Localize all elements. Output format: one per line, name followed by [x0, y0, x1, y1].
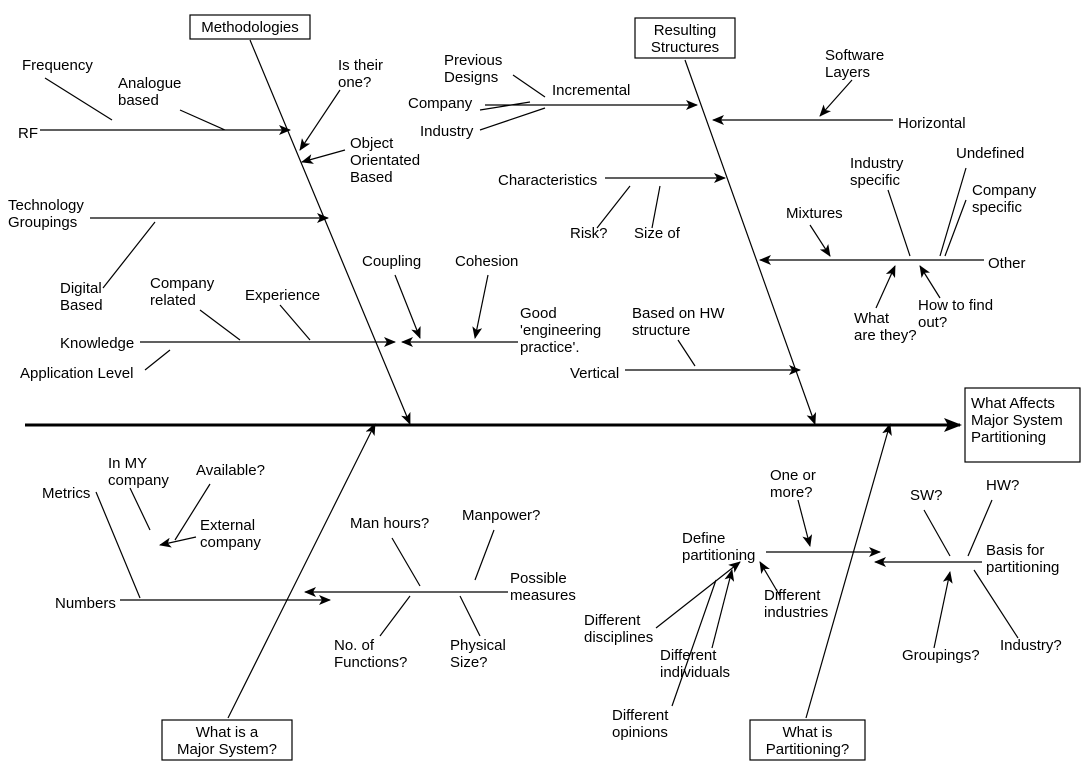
bone-42	[392, 538, 420, 586]
label-vertical: Vertical	[570, 365, 619, 382]
bone-3	[806, 424, 890, 718]
label-good_engineering_practice: Good'engineeringpractice'.	[520, 305, 601, 356]
bone-43	[475, 530, 494, 580]
bone-31	[888, 190, 910, 256]
bone-47	[798, 500, 810, 546]
label-application_level: Application Level	[20, 365, 133, 382]
label-horizontal: Horizontal	[898, 115, 966, 132]
bone-21	[480, 108, 545, 130]
label-what_are_they: Whatare they?	[854, 310, 917, 344]
label-other: Other	[988, 255, 1026, 272]
bone-19	[513, 75, 545, 97]
label-risk: Risk?	[570, 225, 608, 242]
spine-layer: What AffectsMajor SystemPartitioning	[25, 388, 1080, 462]
label-mixtures: Mixtures	[786, 205, 843, 222]
bone-37	[130, 488, 150, 530]
label-size_of: Size of	[634, 225, 681, 242]
label-company_related: Companyrelated	[150, 275, 215, 309]
labels-layer: Frequency Analoguebased RF Is theirone? Obje…	[8, 47, 1062, 741]
bone-35	[920, 266, 940, 298]
bone-39	[160, 537, 196, 545]
label-no_of_functions: No. ofFunctions?	[334, 637, 407, 671]
label-digital_based: DigitalBased	[60, 280, 103, 314]
label-metrics: Metrics	[42, 485, 90, 502]
label-experience: Experience	[245, 287, 320, 304]
label-coupling: Coupling	[362, 253, 421, 270]
bone-12	[200, 310, 240, 340]
bone-28	[820, 80, 852, 116]
label-rf: RF	[18, 125, 38, 142]
bones-layer	[40, 40, 1018, 718]
bone-44	[380, 596, 410, 636]
bone-36	[96, 492, 140, 598]
bone-53	[924, 510, 950, 556]
label-technology_groupings: TechnologyGroupings	[8, 197, 84, 231]
label-company_specific: Companyspecific	[972, 182, 1037, 216]
bone-5	[45, 78, 112, 120]
label-hw: HW?	[986, 477, 1019, 494]
label-define_partitioning: Definepartitioning	[682, 530, 755, 564]
bone-7	[300, 90, 340, 150]
label-object_orientated_based: ObjectOrientatedBased	[350, 135, 420, 186]
label-characteristics: Characteristics	[498, 172, 597, 189]
category-label-methodologies: Methodologies	[201, 19, 299, 36]
bone-17	[475, 275, 488, 338]
label-physical_size: PhysicalSize?	[450, 637, 506, 671]
label-groupings: Groupings?	[902, 647, 980, 664]
label-industry_specific: Industryspecific	[850, 155, 904, 189]
bone-8	[302, 150, 345, 162]
bone-6	[180, 110, 225, 130]
bone-34	[876, 266, 895, 308]
label-cohesion: Cohesion	[455, 253, 518, 270]
bone-48	[656, 562, 740, 628]
bone-55	[934, 572, 950, 648]
label-frequency: Frequency	[22, 57, 93, 74]
bone-14	[145, 350, 170, 370]
label-man_hours: Man hours?	[350, 515, 429, 532]
label-analogue_based: Analoguebased	[118, 75, 181, 109]
label-different_opinions: Differentopinions	[612, 707, 669, 741]
label-software_layers: SoftwareLayers	[825, 47, 884, 81]
label-different_disciplines: Differentdisciplines	[584, 612, 653, 646]
label-one_or_more: One ormore?	[770, 467, 816, 501]
bone-30	[810, 225, 830, 256]
label-previous_designs: PreviousDesigns	[444, 52, 502, 86]
label-in_my_company: In MYcompany	[108, 455, 169, 489]
label-basis_for_partitioning: Basis forpartitioning	[986, 542, 1059, 576]
label-sw: SW?	[910, 487, 943, 504]
label-how_to_find_out: How to findout?	[918, 297, 993, 331]
bone-0	[250, 40, 410, 424]
label-company: Company	[408, 95, 473, 112]
label-external_company: Externalcompany	[200, 517, 261, 551]
bone-56	[974, 570, 1018, 638]
bone-23	[597, 186, 630, 228]
label-is_their_one: Is theirone?	[338, 57, 383, 91]
bone-45	[460, 596, 480, 636]
bone-24	[652, 186, 660, 228]
label-incremental: Incremental	[552, 82, 630, 99]
category-boxes-layer: MethodologiesResultingStructuresWhat is …	[162, 15, 865, 760]
bone-20	[480, 102, 530, 110]
label-knowledge: Knowledge	[60, 335, 134, 352]
bone-13	[280, 305, 310, 340]
label-undefined: Undefined	[956, 145, 1024, 162]
label-different_individuals: Differentindividuals	[660, 647, 730, 681]
label-based_on_hw_structure: Based on HWstructure	[632, 305, 725, 339]
label-numbers: Numbers	[55, 595, 116, 612]
label-different_industries: Differentindustries	[764, 587, 828, 621]
label-available: Available?	[196, 462, 265, 479]
bone-10	[103, 222, 155, 288]
label-industry: Industry	[420, 123, 474, 140]
bone-26	[678, 340, 695, 366]
label-possible_measures: Possiblemeasures	[510, 570, 576, 604]
bone-16	[395, 275, 420, 338]
label-manpower: Manpower?	[462, 507, 540, 524]
category-label-resulting_structures: ResultingStructures	[651, 22, 719, 56]
label-industry_q: Industry?	[1000, 637, 1062, 654]
fishbone-diagram: What AffectsMajor SystemPartitioning Met…	[0, 0, 1090, 780]
